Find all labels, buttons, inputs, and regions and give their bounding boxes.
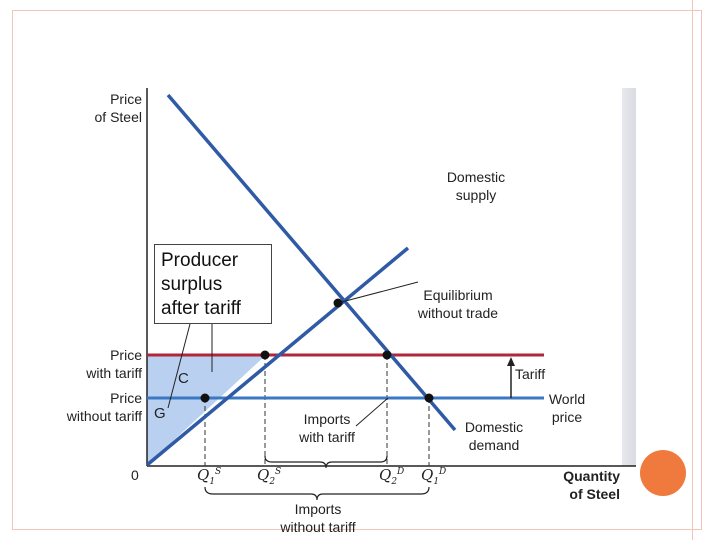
imports-tariff-pointer — [355, 397, 389, 427]
supply-label-line1: Domestic — [446, 169, 506, 185]
q1s-sup: S — [215, 467, 222, 477]
origin-label: 0 — [131, 467, 139, 483]
price-with-tariff-label: Price with tariff — [40, 346, 142, 382]
price-without-tariff-label: Price without tariff — [30, 389, 142, 425]
q1s-base: Q — [197, 466, 210, 484]
point-q1s — [200, 393, 210, 403]
point-q1d — [424, 393, 434, 403]
x-axis-label: Quantity of Steel — [540, 467, 620, 503]
q2s-label: Q2S — [257, 466, 281, 487]
q1d-label: Q1D — [421, 466, 446, 487]
demand-label-line2: demand — [468, 437, 520, 453]
producer-surplus-line1: Producer — [161, 250, 239, 271]
q1d-sub: 1 — [433, 477, 440, 487]
price-with-tariff-line1: Price — [110, 347, 142, 363]
producer-surplus-box: Producer surplus after tariff — [154, 244, 272, 324]
q1s-sub: 1 — [209, 477, 216, 487]
producer-surplus-line3: after tariff — [161, 298, 241, 319]
x-axis-label-line2: of Steel — [569, 486, 620, 502]
demand-label: Domestic demand — [454, 418, 534, 454]
chart-shadow — [622, 88, 636, 466]
q2d-sub: 2 — [391, 477, 398, 487]
supply-label-line2: supply — [455, 187, 497, 203]
price-with-tariff-line2: with tariff — [86, 365, 142, 381]
q2s-base: Q — [257, 466, 270, 484]
tariff-arrow-head — [507, 357, 515, 366]
demand-label-line1: Domestic — [464, 419, 524, 435]
region-c-label: C — [178, 370, 189, 387]
q2s-sub: 2 — [269, 477, 276, 487]
q1d-sup: D — [439, 467, 447, 477]
decorative-circle — [640, 450, 686, 496]
world-price-label: World price — [536, 390, 598, 426]
q1s-label: Q1S — [197, 466, 221, 487]
imports-with-tariff-line2: with tariff — [299, 429, 355, 445]
x-axis-label-line1: Quantity — [563, 468, 620, 484]
tariff-label: Tariff — [515, 366, 546, 382]
imports-without-tariff-brace — [204, 486, 430, 501]
equilibrium-label: Equilibrium without trade — [398, 286, 518, 322]
equilibrium-point — [333, 298, 343, 308]
world-price-line1: World — [548, 391, 586, 407]
equilibrium-label-line2: without trade — [417, 305, 499, 321]
q2d-sup: D — [397, 467, 405, 477]
imports-without-tariff-label: Imports without tariff — [262, 500, 374, 536]
point-q2d — [382, 350, 392, 360]
q1d-base: Q — [421, 466, 434, 484]
slide-side-frame — [692, 0, 720, 540]
y-axis-label: Price of Steel — [60, 90, 142, 126]
imports-without-tariff-line2: without tariff — [280, 519, 356, 535]
producer-surplus-line2: surplus — [161, 274, 223, 295]
imports-without-tariff-line1: Imports — [294, 501, 342, 517]
imports-with-tariff-line1: Imports — [303, 411, 351, 427]
slide-frame — [12, 10, 702, 530]
price-without-tariff-line1: Price — [110, 390, 142, 406]
equilibrium-pointer — [337, 281, 419, 304]
q2s-sup: S — [275, 467, 282, 477]
y-axis-label-line1: Price — [110, 91, 142, 107]
region-g-label: G — [154, 405, 166, 422]
equilibrium-label-line1: Equilibrium — [423, 287, 493, 303]
world-price-line2: price — [551, 409, 583, 425]
q2d-label: Q2D — [379, 466, 404, 487]
q2d-base: Q — [379, 466, 392, 484]
point-q2s — [260, 350, 270, 360]
imports-with-tariff-label: Imports with tariff — [282, 410, 372, 446]
supply-label: Domestic supply — [424, 168, 528, 204]
producer-surplus-area — [147, 355, 266, 465]
imports-with-tariff-brace — [264, 455, 388, 469]
price-without-tariff-line2: without tariff — [66, 408, 142, 424]
surplus-pointer-left — [167, 323, 191, 409]
demand-curve — [166, 93, 457, 432]
supply-curve — [145, 246, 410, 467]
y-axis-label-line2: of Steel — [94, 109, 142, 125]
